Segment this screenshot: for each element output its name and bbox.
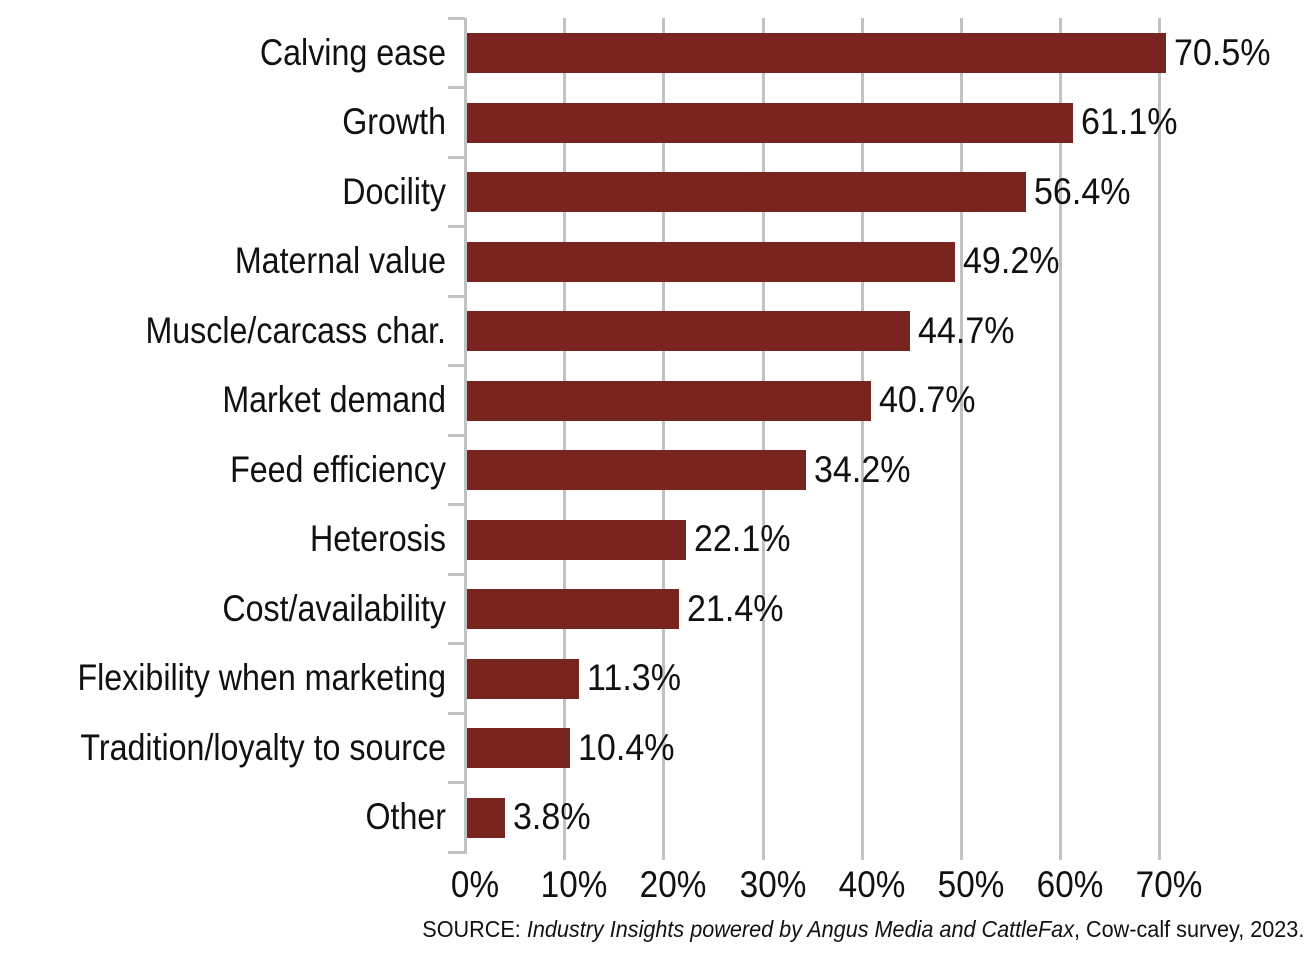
y-axis-tick — [448, 364, 465, 367]
value-label: 22.1% — [694, 518, 791, 560]
bar-row: Tradition/loyalty to source 10.4% — [0, 713, 1312, 783]
gridline — [563, 18, 567, 860]
y-axis-tick — [448, 642, 465, 645]
source-italic: Industry Insights powered by Angus Media… — [526, 916, 1074, 942]
value-label: 11.3% — [587, 657, 682, 699]
bar-row: Flexibility when marketing 11.3% — [0, 644, 1312, 714]
value-label: 56.4% — [1034, 170, 1132, 212]
x-tick-label: 60% — [1036, 864, 1104, 905]
gridline — [761, 18, 765, 860]
y-axis-tick — [448, 294, 465, 298]
bar — [467, 33, 1167, 73]
bar — [467, 797, 505, 838]
y-axis-tick — [448, 433, 465, 437]
category-label: Market demand — [222, 379, 446, 421]
x-tick-label: 20% — [640, 864, 707, 905]
bar — [467, 450, 807, 490]
bar-row: Cost/availability 21.4% — [0, 574, 1312, 644]
bar-row: Heterosis 22.1% — [0, 505, 1312, 575]
y-axis-tick — [448, 503, 465, 506]
x-tick-label: 30% — [739, 864, 806, 905]
category-label: Feed efficiency — [230, 448, 446, 490]
y-axis-tick — [448, 225, 465, 228]
bar — [467, 311, 911, 351]
bar — [467, 728, 571, 768]
bar-row: Market demand 40.7% — [0, 366, 1312, 436]
category-label: Heterosis — [310, 518, 446, 560]
source-prefix: SOURCE: — [421, 916, 527, 942]
category-label: Growth — [342, 101, 446, 143]
value-label: 70.5% — [1174, 31, 1271, 73]
bar — [467, 589, 680, 629]
y-axis-tick — [448, 572, 465, 576]
y-axis-tick — [448, 155, 465, 159]
x-tick-label: 40% — [838, 864, 906, 905]
bar-row: Calving ease 70.5% — [0, 18, 1312, 88]
bar-row: Growth 61.1% — [0, 88, 1312, 158]
y-axis-tick — [448, 850, 465, 854]
x-tick-label: 70% — [1136, 864, 1203, 905]
value-label: 10.4% — [578, 726, 675, 768]
value-label: 44.7% — [918, 309, 1015, 351]
category-label: Calving ease — [259, 31, 446, 73]
category-label: Flexibility when marketing — [77, 657, 447, 699]
y-axis-tick — [448, 711, 465, 715]
source-suffix: , Cow-calf survey, 2023. — [1073, 916, 1304, 942]
gridline — [1158, 18, 1162, 860]
bar — [467, 172, 1027, 212]
value-label: 49.2% — [963, 240, 1060, 282]
category-label: Cost/availability — [222, 587, 446, 629]
value-label: 34.2% — [814, 448, 911, 490]
x-tick-label: 0% — [450, 864, 500, 905]
x-tick-label: 10% — [540, 864, 608, 905]
bar-row: Muscle/carcass char. 44.7% — [0, 296, 1312, 366]
value-label: 61.1% — [1081, 101, 1178, 143]
value-label: 3.8% — [512, 796, 591, 838]
category-label: Other — [365, 796, 446, 838]
gridline — [860, 18, 864, 860]
category-label: Docility — [342, 170, 446, 212]
y-axis-tick — [448, 86, 465, 89]
value-label: 40.7% — [878, 379, 976, 421]
gridline — [960, 18, 963, 860]
y-axis-line — [464, 18, 467, 854]
bar-row: Maternal value 49.2% — [0, 227, 1312, 297]
bar — [467, 658, 580, 699]
bar — [467, 241, 956, 282]
source-note: SOURCE: Industry Insights powered by Ang… — [422, 911, 1304, 947]
y-axis-tick — [448, 781, 465, 784]
bar — [467, 519, 687, 560]
x-tick-label: 50% — [937, 864, 1005, 905]
y-axis-tick — [448, 16, 465, 20]
category-label: Maternal value — [234, 240, 446, 282]
bar — [467, 102, 1074, 143]
bar-row: Other 3.8% — [0, 783, 1312, 853]
category-label: Tradition/loyalty to source — [80, 726, 446, 768]
value-label: 21.4% — [687, 587, 784, 629]
bar-row: Docility 56.4% — [0, 157, 1312, 227]
gridline — [662, 18, 666, 860]
category-label: Muscle/carcass char. — [145, 309, 446, 351]
gridline — [1059, 18, 1063, 860]
bar-row: Feed efficiency 34.2% — [0, 435, 1312, 505]
bar — [467, 380, 871, 421]
